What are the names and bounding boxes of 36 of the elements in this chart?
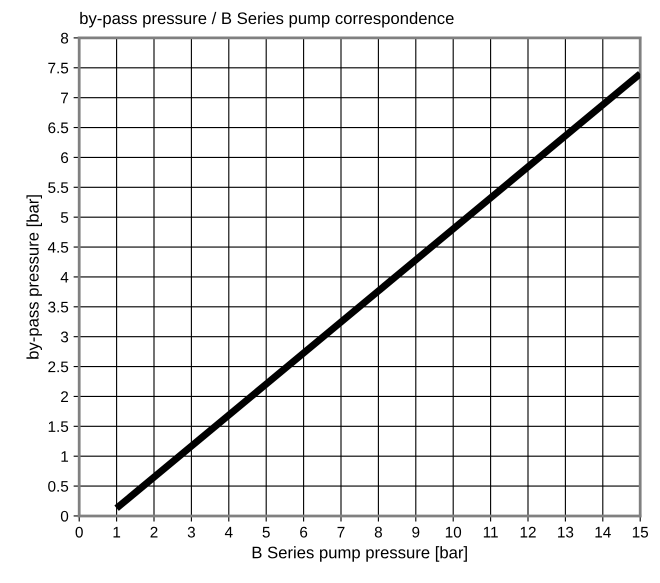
x-tick-label: 15	[632, 526, 648, 538]
x-tick-label: 0	[76, 526, 83, 538]
x-axis-title: B Series pump pressure [bar]	[252, 546, 467, 562]
y-tick-label: 1	[61, 451, 68, 462]
x-tick-label: 1	[114, 526, 120, 538]
x-tick-label: 14	[595, 526, 611, 538]
y-tick-label: 0	[60, 510, 68, 522]
x-tick-label: 2	[150, 526, 158, 538]
x-tick-label: 5	[262, 526, 270, 538]
y-tick-label: 2	[61, 391, 68, 402]
y-tick-label: 5.5	[48, 182, 68, 193]
y-tick-label: 0.5	[48, 480, 68, 492]
y-tick-label: 7	[61, 92, 68, 104]
x-tick-label: 11	[484, 526, 498, 538]
x-tick-label: 8	[374, 526, 382, 538]
x-tick-label: 9	[412, 526, 420, 538]
y-axis-title: by-pass pressure [bar]	[26, 195, 42, 359]
y-tick-label: 2.5	[48, 361, 68, 372]
y-tick-label: 4	[60, 272, 68, 282]
y-tick-label: 8	[60, 32, 68, 44]
x-tick-label: 10	[446, 526, 462, 538]
y-tick-label: 6.5	[48, 122, 68, 134]
x-tick-label: 13	[558, 526, 574, 538]
y-tick-label: 3.5	[48, 302, 68, 312]
y-tick-label: 1.5	[48, 421, 68, 432]
x-tick-label: 12	[520, 526, 536, 538]
y-tick-label: 3	[60, 332, 68, 342]
y-tick-label: 4.5	[48, 242, 68, 253]
y-tick-label: 6	[61, 152, 68, 164]
x-tick-label: 7	[338, 526, 344, 538]
y-tick-label: 7.5	[48, 62, 68, 74]
chart-title: by-pass pressure / B Series pump correspondence	[80, 12, 454, 28]
x-tick-label: 3	[188, 526, 195, 538]
x-tick-label: 6	[300, 526, 308, 538]
x-tick-label: 4	[224, 526, 233, 538]
y-tick-label: 5	[60, 212, 68, 223]
